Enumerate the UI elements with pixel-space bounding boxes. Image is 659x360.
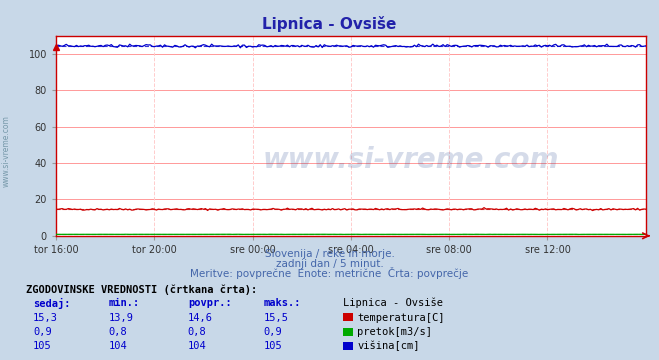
Text: 0,9: 0,9: [33, 327, 51, 337]
Text: povpr.:: povpr.:: [188, 298, 231, 308]
Text: 105: 105: [264, 341, 282, 351]
Text: 13,9: 13,9: [109, 312, 134, 323]
Text: Lipnica - Ovsiše: Lipnica - Ovsiše: [343, 298, 443, 309]
Text: 0,8: 0,8: [188, 327, 206, 337]
Text: ZGODOVINSKE VREDNOSTI (črtkana črta):: ZGODOVINSKE VREDNOSTI (črtkana črta):: [26, 284, 258, 295]
Text: Meritve: povprečne  Enote: metrične  Črta: povprečje: Meritve: povprečne Enote: metrične Črta:…: [190, 267, 469, 279]
Text: zadnji dan / 5 minut.: zadnji dan / 5 minut.: [275, 258, 384, 269]
Text: min.:: min.:: [109, 298, 140, 308]
Text: maks.:: maks.:: [264, 298, 301, 308]
Text: 0,8: 0,8: [109, 327, 127, 337]
Text: 15,5: 15,5: [264, 312, 289, 323]
Text: 104: 104: [188, 341, 206, 351]
Text: Slovenija / reke in morje.: Slovenija / reke in morje.: [264, 249, 395, 259]
Text: pretok[m3/s]: pretok[m3/s]: [357, 327, 432, 337]
Text: www.si-vreme.com: www.si-vreme.com: [2, 115, 11, 187]
Text: višina[cm]: višina[cm]: [357, 341, 420, 351]
Text: www.si-vreme.com: www.si-vreme.com: [262, 146, 559, 174]
Text: 14,6: 14,6: [188, 312, 213, 323]
Text: Lipnica - Ovsiše: Lipnica - Ovsiše: [262, 16, 397, 32]
Text: 105: 105: [33, 341, 51, 351]
Text: sedaj:: sedaj:: [33, 298, 71, 309]
Text: 15,3: 15,3: [33, 312, 58, 323]
Text: 104: 104: [109, 341, 127, 351]
Text: temperatura[C]: temperatura[C]: [357, 312, 445, 323]
Text: 0,9: 0,9: [264, 327, 282, 337]
